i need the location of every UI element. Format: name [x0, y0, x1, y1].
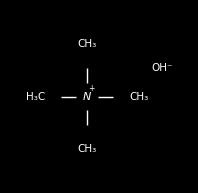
Text: H₃C: H₃C [26, 91, 45, 102]
Text: +: + [88, 84, 95, 93]
Text: CH₃: CH₃ [77, 39, 97, 49]
Text: N: N [83, 91, 91, 102]
Text: CH₃: CH₃ [77, 144, 97, 154]
Text: CH₃: CH₃ [129, 91, 148, 102]
Text: OH⁻: OH⁻ [152, 63, 173, 73]
